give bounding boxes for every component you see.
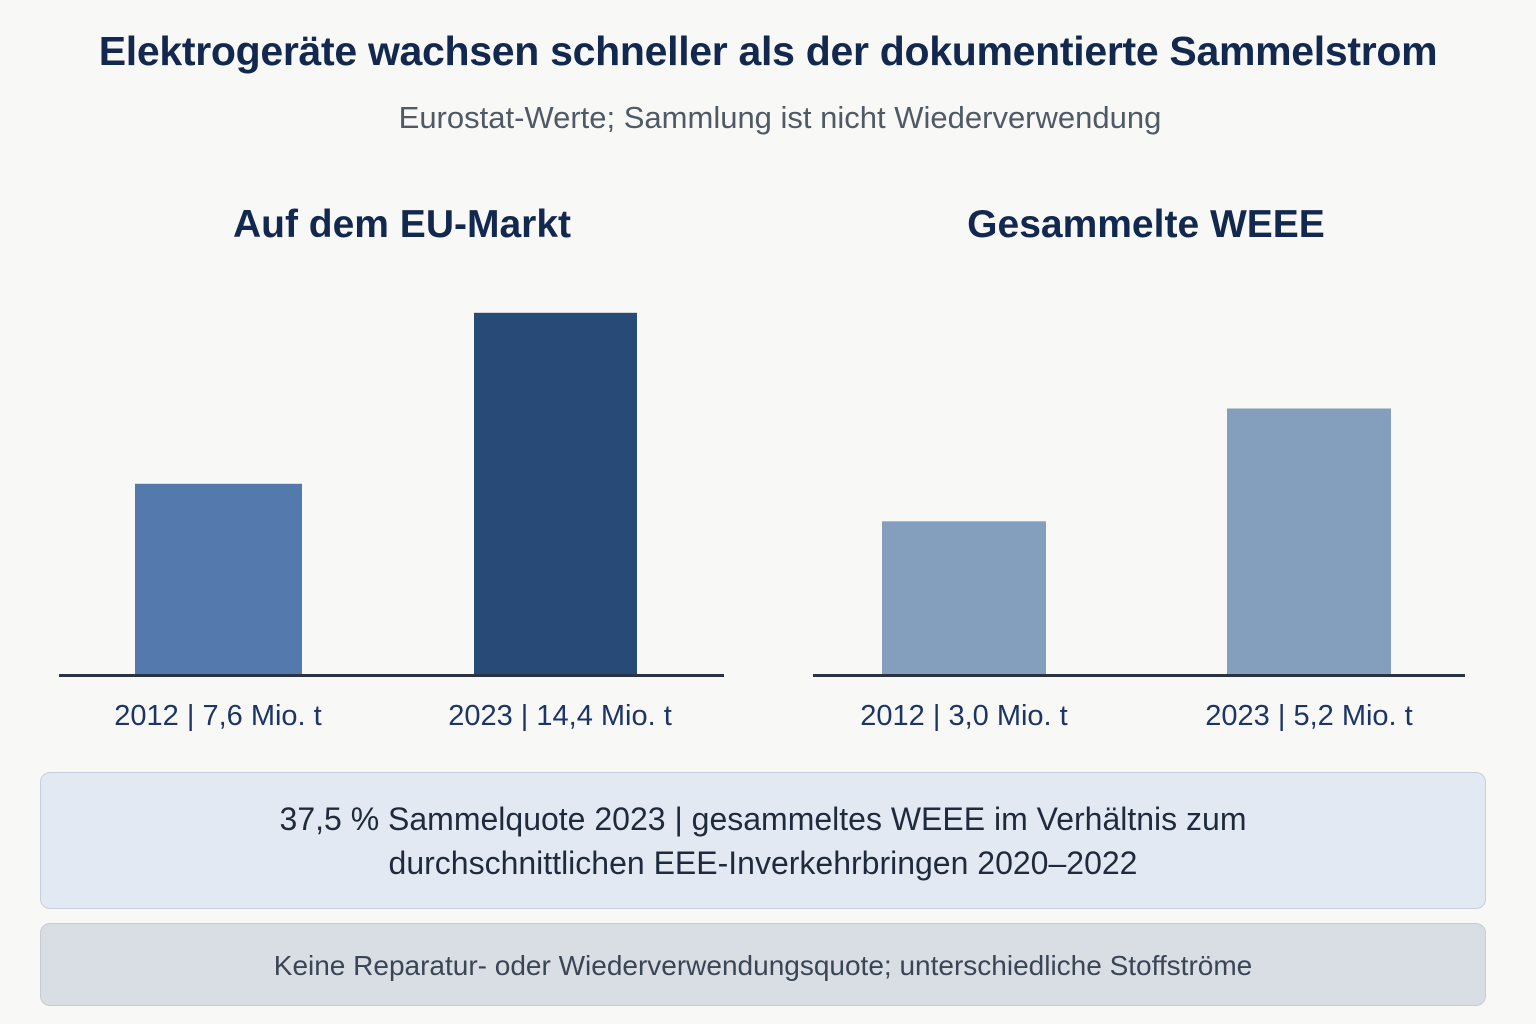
tick-label-market-2023: 2023 | 14,4 Mio. t [448, 700, 672, 732]
chart-title-market: Auf dem EU-Markt [233, 203, 571, 246]
page-title: Elektrogeräte wachsen schneller als der … [98, 28, 1438, 74]
chart-panel-collected: Gesammelte WEEE 2012 | 3,0 Mio. t 2023 |… [813, 203, 1465, 732]
bar-market-2012 [135, 483, 302, 675]
chart-panel-market: Auf dem EU-Markt 2012 | 7,6 Mio. t 2023 … [59, 203, 724, 732]
chart-title-collected: Gesammelte WEEE [967, 203, 1325, 246]
charts-canvas: Auf dem EU-Markt 2012 | 7,6 Mio. t 2023 … [59, 203, 1465, 732]
tick-label-market-2012: 2012 | 7,6 Mio. t [114, 700, 321, 732]
disclaimer-note: Keine Reparatur- oder Wiederverwendungsq… [40, 923, 1486, 1006]
collection-rate-note-line-2: durchschnittlichen EEE-Inverkehrbringen … [388, 845, 1138, 881]
page-subtitle: Eurostat-Werte; Sammlung ist nicht Wiede… [398, 100, 1162, 135]
bars-market [135, 312, 637, 675]
tick-label-collected-2012: 2012 | 3,0 Mio. t [860, 700, 1067, 732]
collection-rate-note: 37,5 % Sammelquote 2023 | gesammeltes WE… [40, 772, 1486, 909]
bar-collected-2023 [1227, 408, 1391, 675]
bars-collected [882, 408, 1391, 676]
collection-rate-note-line-1: 37,5 % Sammelquote 2023 | gesammeltes WE… [279, 801, 1247, 837]
bar-collected-2012 [882, 521, 1046, 676]
tick-label-collected-2023: 2023 | 5,2 Mio. t [1205, 700, 1412, 732]
bar-market-2023 [474, 312, 637, 675]
